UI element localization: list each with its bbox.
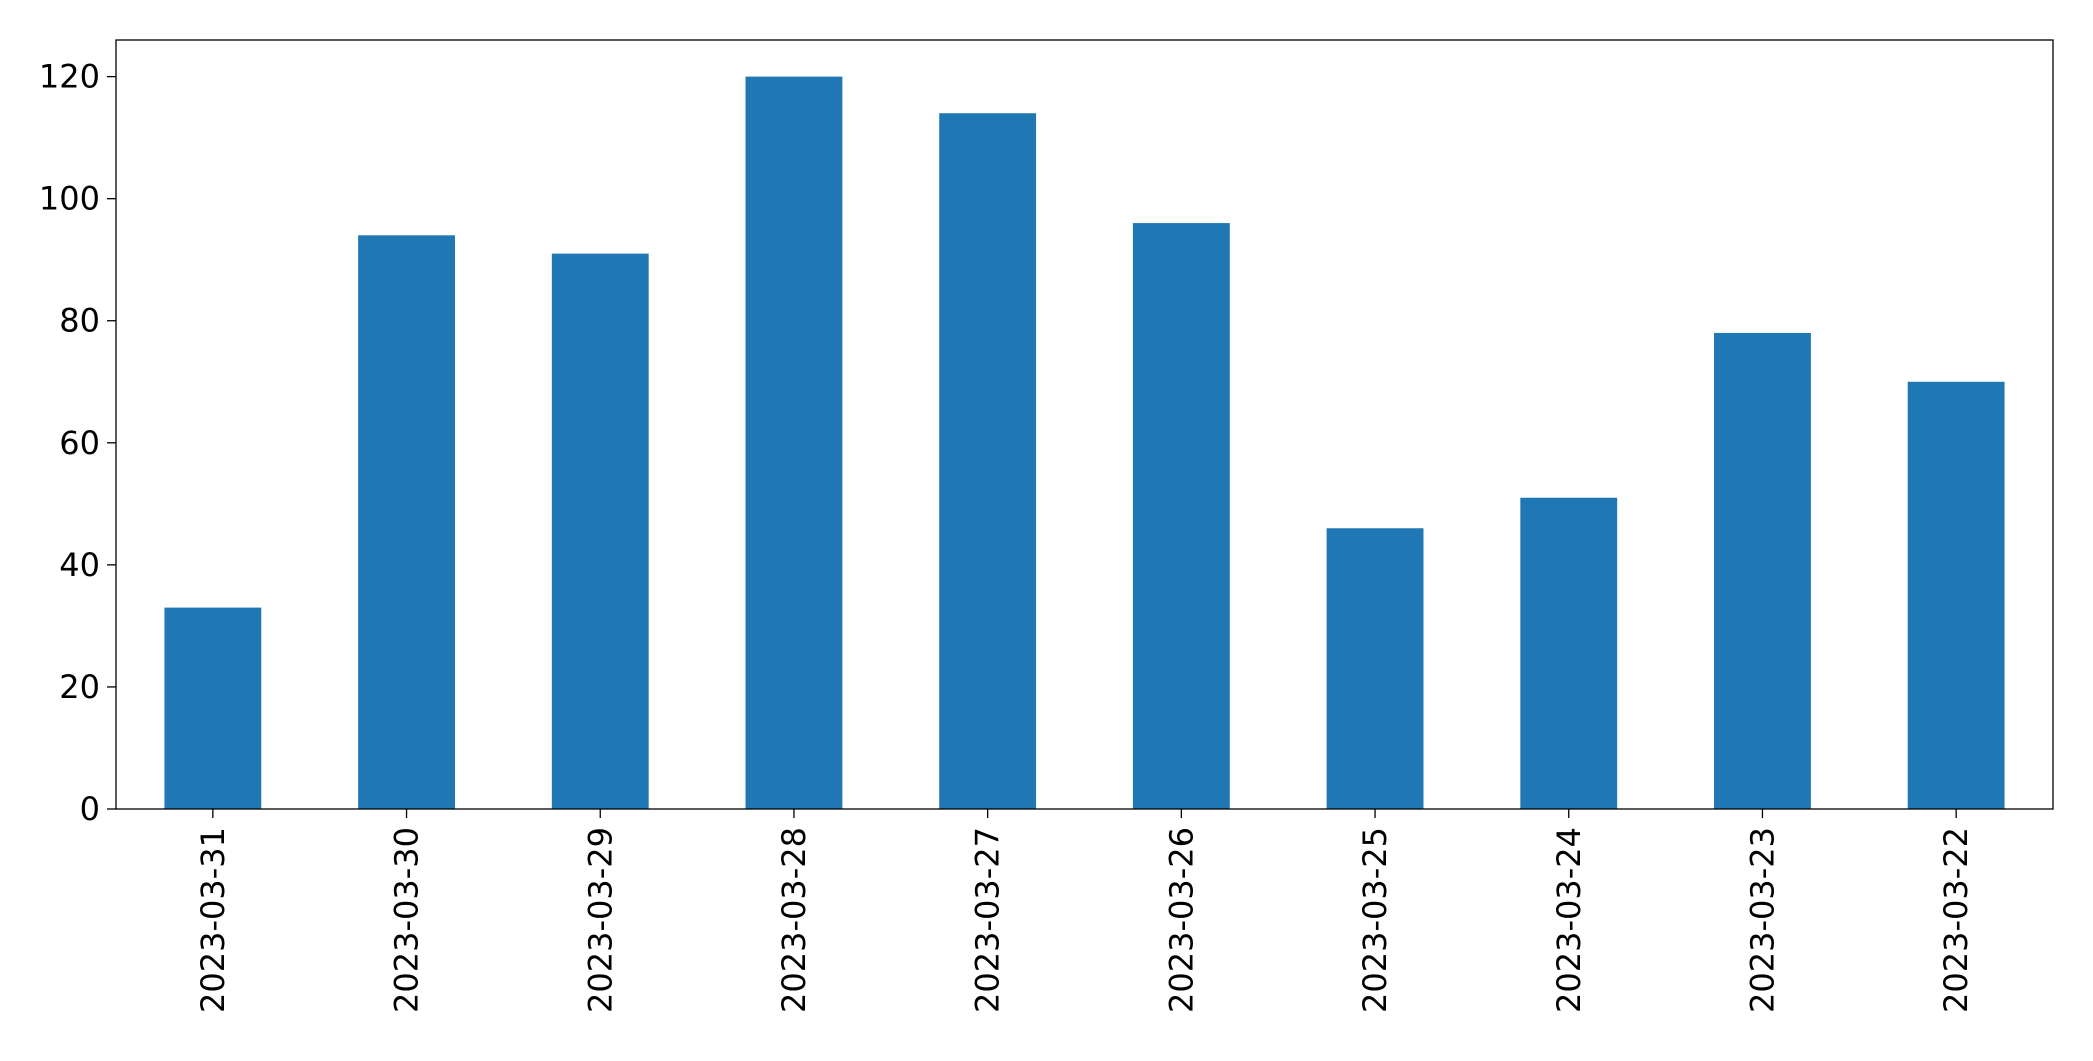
x-tick-label: 2023-03-28 — [775, 827, 813, 1013]
y-tick-label: 80 — [59, 302, 100, 340]
bar — [1907, 381, 2005, 809]
x-tick-label: 2023-03-31 — [194, 827, 232, 1013]
y-tick-label: 40 — [59, 546, 100, 584]
x-tick-label: 2023-03-23 — [1743, 827, 1781, 1013]
bar — [1520, 497, 1618, 809]
x-tick-label: 2023-03-29 — [581, 827, 619, 1013]
bar — [745, 76, 843, 810]
bar — [358, 235, 455, 810]
y-tick-label: 60 — [59, 424, 100, 462]
x-tick-label: 2023-03-22 — [1937, 827, 1975, 1013]
x-tick-label: 2023-03-24 — [1550, 827, 1588, 1013]
bar — [551, 253, 649, 810]
x-tick-label: 2023-03-25 — [1356, 827, 1394, 1013]
y-tick-label: 100 — [39, 180, 100, 218]
plot-frame — [115, 39, 2054, 810]
y-tick-label: 120 — [39, 58, 100, 96]
y-tick-label: 0 — [80, 790, 100, 828]
x-tick-label: 2023-03-26 — [1162, 827, 1200, 1013]
bar — [1326, 528, 1424, 809]
x-tick-label: 2023-03-30 — [388, 827, 426, 1013]
bar — [1132, 223, 1230, 810]
bar — [939, 113, 1037, 809]
bar — [164, 607, 262, 809]
bar — [1714, 332, 1811, 809]
y-tick-label: 20 — [59, 668, 100, 706]
x-tick-label: 2023-03-27 — [969, 827, 1007, 1013]
